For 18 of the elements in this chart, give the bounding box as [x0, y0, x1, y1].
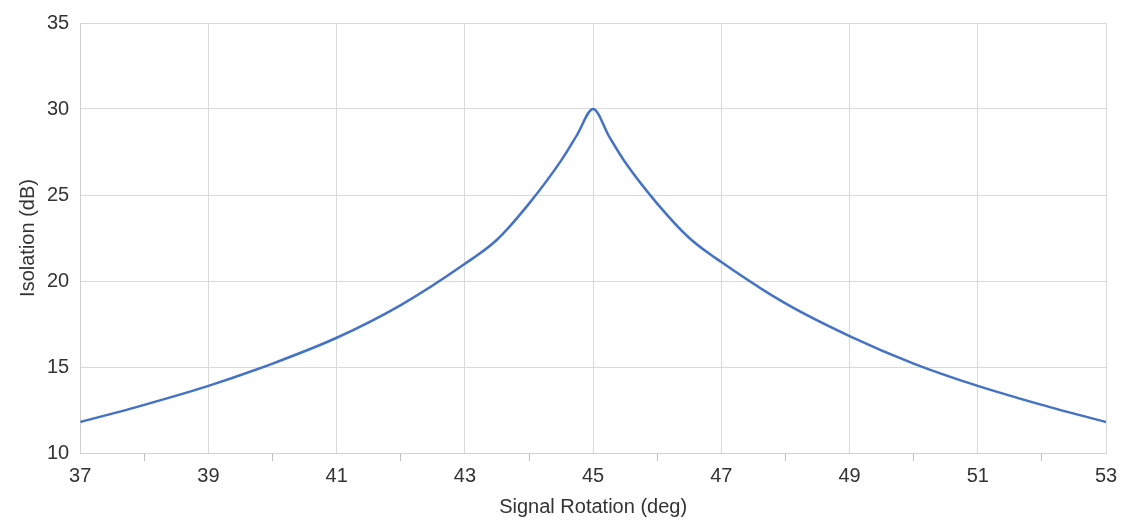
x-axis-title: Signal Rotation (deg)	[499, 494, 688, 517]
y-tick-label: 20	[47, 268, 70, 291]
x-tick-label: 51	[966, 463, 989, 486]
x-tick-label: 39	[197, 463, 220, 486]
x-tick-label: 43	[453, 463, 477, 486]
x-tick-label: 41	[325, 463, 348, 486]
x-tick-label: 37	[69, 463, 92, 486]
x-tick-label: 49	[838, 463, 861, 486]
line-series	[80, 107, 1106, 424]
y-tick-label: 30	[47, 96, 70, 119]
y-tick-label: 15	[47, 354, 70, 377]
y-tick-label: 25	[47, 182, 70, 205]
y-tick-label: 10	[47, 440, 70, 463]
x-tick-label: 53	[1094, 463, 1118, 486]
y-axis-title: Isolation (dB)	[15, 179, 38, 297]
y-tick-label: 35	[47, 10, 70, 33]
x-tick-label: 45	[582, 463, 605, 486]
x-tick-label: 47	[710, 463, 733, 486]
